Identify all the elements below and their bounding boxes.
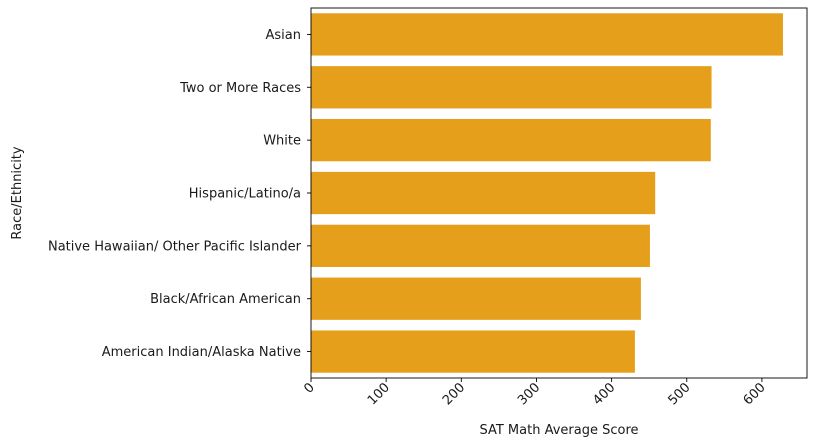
y-tick-label: White [263,134,301,149]
bar-3 [311,171,656,215]
y-tick-label: Two or More Races [179,81,301,96]
x-tick-label: 600 [741,380,769,408]
x-ticks-group: 0 100 200 300 400 500 600 [301,378,769,408]
bar-1 [311,66,712,109]
y-tick-label: Hispanic/Latino/a [189,187,301,202]
bars-group [311,13,783,373]
y-tick-label: Native Hawaiian/ Other Pacific Islander [48,239,302,254]
bar-6 [311,330,635,373]
x-tick-label: 100 [365,380,393,408]
x-tick-label: 200 [440,380,468,408]
x-tick-label: 500 [665,380,693,408]
y-ticks-group: Asian Two or More Races White Hispanic/Lati… [48,28,311,360]
x-tick-label: 0 [301,380,317,396]
bar-4 [311,224,650,267]
bar-2 [311,119,711,162]
y-axis-label: Race/Ethnicity [10,146,25,239]
bar-0 [311,13,783,56]
y-tick-label: Black/African American [150,292,301,307]
bar-5 [311,277,641,320]
x-tick-label: 400 [590,380,618,408]
y-tick-label: Asian [266,28,301,43]
y-tick-label: American Indian/Alaska Native [102,345,301,360]
x-axis-label: SAT Math Average Score [479,423,638,438]
plot-frame [310,7,808,379]
x-tick-label: 300 [515,380,543,408]
